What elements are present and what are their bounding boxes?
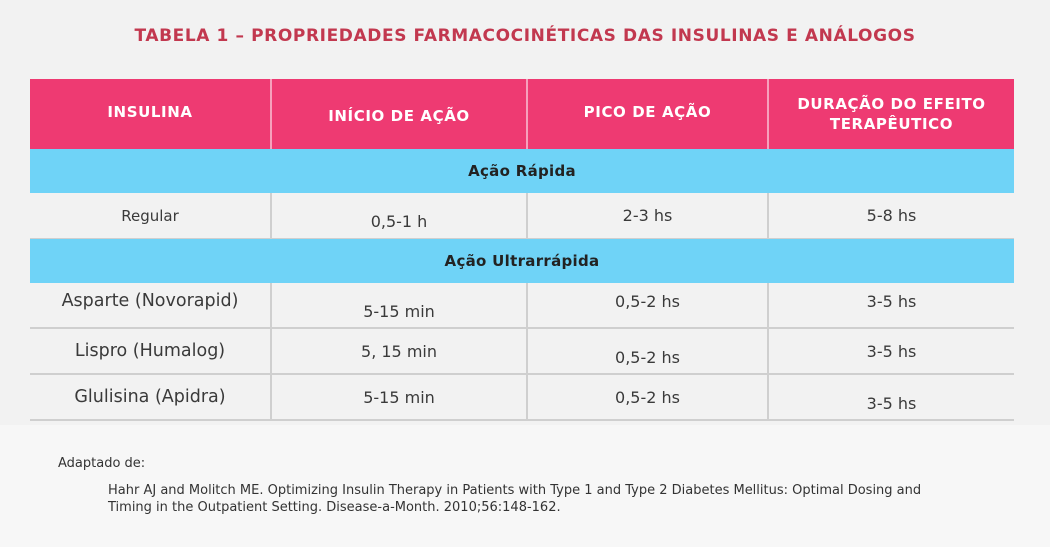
cell-text: Glulisina (Apidra) <box>74 387 226 407</box>
cell-text: 3-5 hs <box>866 291 917 311</box>
header-duracao-do-efeito: DURAÇÃO DO EFEITO TERAPÊUTICO <box>767 79 1014 149</box>
pharmacokinetics-table: INSULINA INÍCIO DE AÇÃO PICO DE AÇÃO DUR… <box>30 79 1014 421</box>
group-label: Ação Ultrarrápida <box>30 238 1014 283</box>
cell-text: 0,5-2 hs <box>615 387 680 407</box>
table-title: TABELA 1 – PROPRIEDADES FARMACOCINÉTICAS… <box>134 26 916 46</box>
cell-insulina: Asparte (Novorapid) <box>30 283 271 329</box>
cell-inicio: 5-15 min <box>270 283 527 329</box>
source-reference: Hahr AJ and Molitch ME. Optimizing Insul… <box>108 483 922 515</box>
header-pico-de-acao: PICO DE AÇÃO <box>526 79 768 149</box>
header-inicio-de-acao: INÍCIO DE AÇÃO <box>270 79 527 149</box>
cell-duracao: 3-5 hs <box>767 328 1014 375</box>
cell-text: 0,5-1 h <box>370 212 428 231</box>
table-row: Lispro (Humalog) 5, 15 min 0,5-2 hs 3-5 … <box>30 328 1014 375</box>
cell-text: Asparte (Novorapid) <box>61 291 239 311</box>
cell-pico: 0,5-2 hs <box>526 328 768 375</box>
page-background-bottom <box>0 425 1050 547</box>
cell-pico: 2-3 hs <box>526 193 768 239</box>
cell-insulina: Regular <box>30 193 271 239</box>
cell-insulina: Glulisina (Apidra) <box>30 374 271 421</box>
cell-text: Regular <box>121 206 179 225</box>
header-insulina: INSULINA <box>30 79 271 149</box>
cell-text: 3-5 hs <box>866 341 917 361</box>
cell-text: 0,5-2 hs <box>615 291 680 311</box>
cell-duracao: 5-8 hs <box>767 193 1014 239</box>
table-row: Asparte (Novorapid) 5-15 min 0,5-2 hs 3-… <box>30 283 1014 329</box>
cell-text: Lispro (Humalog) <box>74 341 226 361</box>
cell-pico: 0,5-2 hs <box>526 283 768 329</box>
cell-pico: 0,5-2 hs <box>526 374 768 421</box>
cell-text: 5-15 min <box>363 387 435 407</box>
cell-inicio: 5-15 min <box>270 374 527 421</box>
header-row: INSULINA INÍCIO DE AÇÃO PICO DE AÇÃO DUR… <box>30 79 1014 149</box>
cell-text: 0,5-2 hs <box>615 347 680 367</box>
group-row-acao-ultrarrapida: Ação Ultrarrápida <box>30 238 1014 283</box>
group-row-acao-rapida: Ação Rápida <box>30 149 1014 193</box>
table-row: Regular 0,5-1 h 2-3 hs 5-8 hs <box>30 193 1014 239</box>
cell-text: 3-5 hs <box>866 393 917 413</box>
table-row: Glulisina (Apidra) 5-15 min 0,5-2 hs 3-5… <box>30 374 1014 421</box>
cell-text: 5, 15 min <box>361 341 437 361</box>
source-label: Adaptado de: <box>58 456 146 471</box>
cell-text: 5-15 min <box>363 301 435 321</box>
cell-duracao: 3-5 hs <box>767 283 1014 329</box>
cell-text: 2-3 hs <box>622 206 673 225</box>
cell-insulina: Lispro (Humalog) <box>30 328 271 375</box>
group-label: Ação Rápida <box>30 149 1014 193</box>
cell-text: 5-8 hs <box>866 206 917 225</box>
cell-duracao: 3-5 hs <box>767 374 1014 421</box>
cell-inicio: 5, 15 min <box>270 328 527 375</box>
cell-inicio: 0,5-1 h <box>270 193 527 239</box>
